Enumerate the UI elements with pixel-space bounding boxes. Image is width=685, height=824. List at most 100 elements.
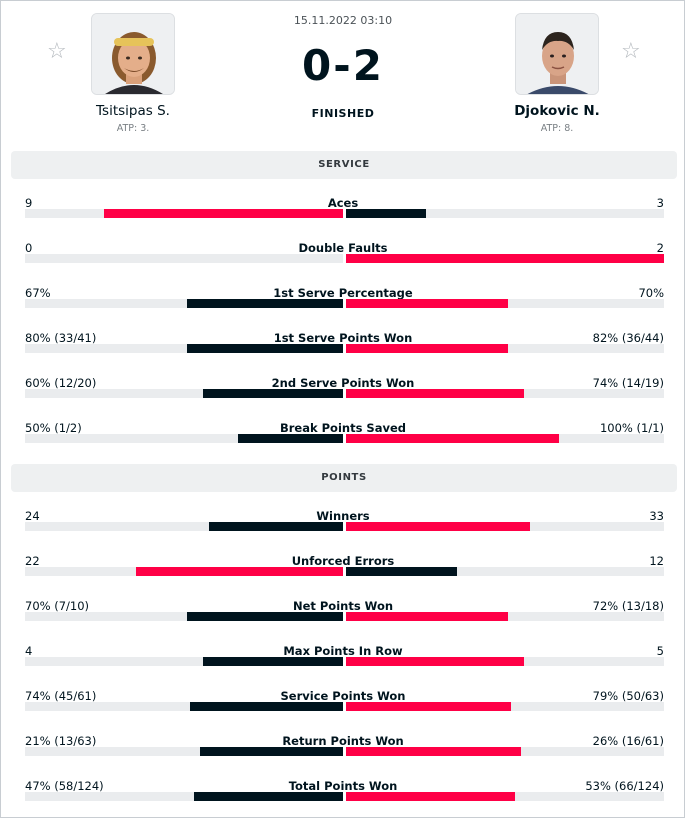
stat-bar-track — [25, 254, 664, 263]
stat-name: Return Points Won — [282, 734, 404, 748]
home-stat-bar — [187, 612, 343, 621]
home-stat-value: 24 — [25, 509, 40, 523]
stat-name: Service Points Won — [280, 689, 406, 703]
away-stat-bar — [346, 792, 515, 801]
home-stat-bar — [187, 344, 343, 353]
stat-row: 22 Unforced Errors 12 — [1, 554, 685, 599]
home-bar-background — [25, 254, 343, 263]
stat-bar-track — [25, 434, 664, 443]
away-stat-bar — [346, 209, 426, 218]
home-bar-background — [25, 522, 343, 531]
stat-name: 1st Serve Percentage — [273, 286, 413, 300]
away-stat-value: 74% (14/19) — [592, 376, 664, 390]
home-stat-value: 9 — [25, 196, 33, 210]
home-stat-bar — [203, 389, 343, 398]
away-player-name[interactable]: Djokovic N. — [514, 103, 600, 119]
stat-bar-track — [25, 567, 664, 576]
away-stat-bar — [346, 657, 524, 666]
home-stat-value: 60% (12/20) — [25, 376, 97, 390]
home-stat-bar — [187, 299, 343, 308]
home-stat-bar — [209, 522, 343, 531]
match-header: ☆ Tsitsipas S. ATP: 3. 15.11.2022 03:10 … — [1, 1, 685, 146]
section-header-service: SERVICE — [11, 151, 677, 179]
home-player-photo — [92, 14, 174, 94]
stat-row: 24 Winners 33 — [1, 509, 685, 554]
away-stat-value: 79% (50/63) — [592, 689, 664, 703]
stat-row: 74% (45/61) Service Points Won 79% (50/63) — [1, 689, 685, 734]
stat-name: 1st Serve Points Won — [273, 331, 413, 345]
home-player-rank: ATP: 3. — [116, 123, 150, 134]
stat-row: 50% (1/2) Break Points Saved 100% (1/1) — [1, 421, 685, 466]
home-stat-value: 70% (7/10) — [25, 599, 90, 613]
match-date: 15.11.2022 03:10 — [293, 14, 393, 27]
home-stat-bar — [194, 792, 343, 801]
stat-row: 4 Max Points In Row 5 — [1, 644, 685, 689]
away-stat-value: 53% (66/124) — [585, 779, 664, 793]
home-stat-value: 4 — [25, 644, 33, 658]
away-stat-value: 5 — [656, 644, 664, 658]
stat-name: Aces — [327, 196, 359, 210]
home-bar-background — [25, 702, 343, 711]
away-stat-bar — [346, 434, 559, 443]
home-bar-background — [25, 657, 343, 666]
stat-bar-track — [25, 657, 664, 666]
stat-row: 47% (58/124) Total Points Won 53% (66/124) — [1, 779, 685, 824]
away-stat-value: 12 — [649, 554, 664, 568]
away-stat-bar — [346, 522, 530, 531]
home-bar-background — [25, 792, 343, 801]
stat-row: 80% (33/41) 1st Serve Points Won 82% (36/4… — [1, 331, 685, 376]
stat-name: Net Points Won — [292, 599, 394, 613]
stat-row: 9 Aces 3 — [1, 196, 685, 241]
stat-name: 2nd Serve Points Won — [271, 376, 415, 390]
stat-row: 0 Double Faults 2 — [1, 241, 685, 286]
home-player-avatar[interactable] — [91, 13, 175, 95]
home-stat-value: 50% (1/2) — [25, 421, 82, 435]
away-stat-value: 2 — [656, 241, 664, 255]
home-stat-value: 47% (58/124) — [25, 779, 104, 793]
away-bar-background — [346, 567, 664, 576]
stat-bar-track — [25, 792, 664, 801]
stat-row: 21% (13/63) Return Points Won 26% (16/61) — [1, 734, 685, 779]
stat-name: Unforced Errors — [291, 554, 395, 568]
away-stat-value: 72% (13/18) — [592, 599, 664, 613]
away-stat-value: 82% (36/44) — [592, 331, 664, 345]
stat-row: 60% (12/20) 2nd Serve Points Won 74% (14/1… — [1, 376, 685, 421]
home-stat-bar — [200, 747, 343, 756]
stat-row: 70% (7/10) Net Points Won 72% (13/18) — [1, 599, 685, 644]
home-bar-background — [25, 299, 343, 308]
home-stat-bar — [190, 702, 343, 711]
section-header-points: POINTS — [11, 464, 677, 492]
home-bar-background — [25, 389, 343, 398]
home-bar-background — [25, 344, 343, 353]
stat-name: Double Faults — [298, 241, 388, 255]
home-bar-background — [25, 747, 343, 756]
stat-bar-track — [25, 612, 664, 621]
stat-name: Max Points In Row — [283, 644, 403, 658]
match-score: 0-2 — [302, 41, 384, 90]
away-stat-value: 100% (1/1) — [599, 421, 664, 435]
home-stat-value: 21% (13/63) — [25, 734, 97, 748]
home-stat-value: 0 — [25, 241, 33, 255]
home-stat-bar — [203, 657, 343, 666]
home-stat-bar — [104, 209, 343, 218]
star-icon[interactable]: ☆ — [47, 39, 67, 64]
home-stat-bar — [136, 567, 343, 576]
away-stat-bar — [346, 747, 521, 756]
away-stat-bar — [346, 702, 511, 711]
away-bar-background — [346, 209, 664, 218]
star-icon[interactable]: ☆ — [621, 39, 641, 64]
away-stat-bar — [346, 299, 508, 308]
home-stat-value: 74% (45/61) — [25, 689, 97, 703]
stat-bar-track — [25, 522, 664, 531]
away-stat-value: 26% (16/61) — [592, 734, 664, 748]
away-stat-value: 33 — [649, 509, 664, 523]
home-bar-background — [25, 434, 343, 443]
stat-name: Total Points Won — [288, 779, 398, 793]
away-stat-bar — [346, 344, 508, 353]
home-player-name[interactable]: Tsitsipas S. — [96, 103, 170, 119]
stat-bar-track — [25, 389, 664, 398]
stat-row: 67% 1st Serve Percentage 70% — [1, 286, 685, 331]
away-player-photo — [516, 14, 598, 94]
away-player-avatar[interactable] — [515, 13, 599, 95]
home-stat-value: 67% — [25, 286, 51, 300]
